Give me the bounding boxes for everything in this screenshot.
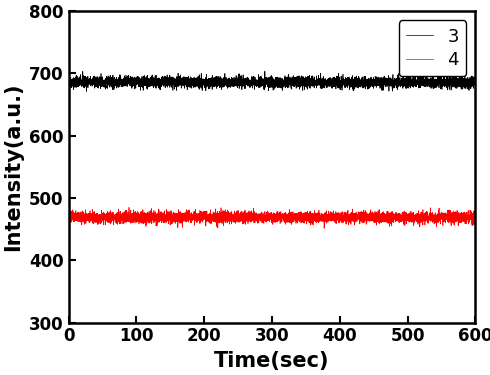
4 [126,205,132,210]
3 [469,78,475,82]
3 [160,81,166,86]
3 [162,74,168,79]
4 [248,214,254,219]
Line: 3: 3 [69,71,475,91]
4 [160,215,166,219]
Line: 4: 4 [69,207,475,228]
4 [472,218,478,222]
Y-axis label: Intensity(a.u.): Intensity(a.u.) [3,82,24,251]
3 [248,78,254,83]
3 [262,69,268,74]
3 [472,83,478,88]
X-axis label: Time(sec): Time(sec) [214,351,330,371]
4 [469,224,475,228]
4 [219,216,225,220]
3 [66,79,72,83]
3 [83,89,89,93]
4 [162,216,168,220]
Legend: 3, 4: 3, 4 [399,20,466,76]
4 [165,213,171,217]
3 [219,76,225,81]
4 [321,226,327,231]
4 [66,218,72,223]
3 [165,79,171,83]
